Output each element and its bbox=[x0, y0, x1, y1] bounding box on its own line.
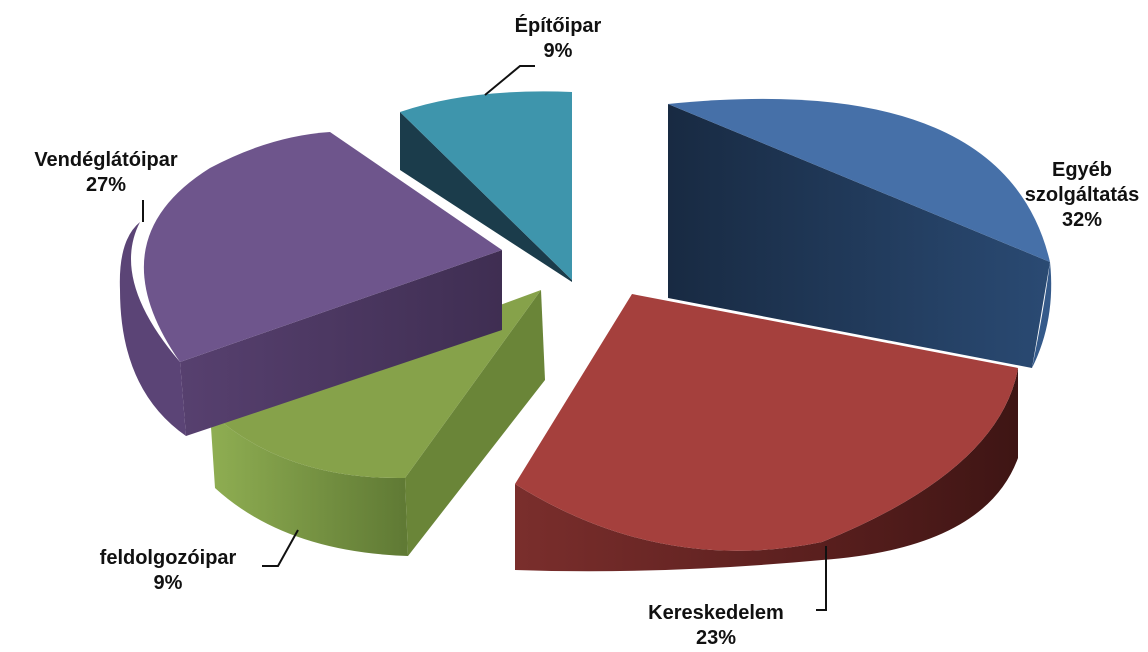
slice-kereskedelem-label: Kereskedelem 23% bbox=[606, 601, 826, 651]
slice-feldolgozoipar-label: feldolgozóipar 9% bbox=[58, 546, 278, 596]
slice-epitoipar-value: 9% bbox=[543, 40, 573, 62]
slice-epitoipar-side bbox=[400, 112, 572, 282]
slice-epitoipar-label: Építőipar 9% bbox=[448, 14, 668, 64]
slice-egyeb-szolgaltatas-side bbox=[668, 104, 1050, 368]
slice-epitoipar-leader-line bbox=[484, 65, 535, 96]
slice-kereskedelem-label-text: Kereskedelem bbox=[648, 602, 784, 624]
slice-egyeb-szolgaltatas bbox=[668, 98, 1052, 368]
slice-egyeb-szolgaltatas-label: Egyéb szolgáltatás 32% bbox=[972, 158, 1148, 233]
slice-feldolgozoipar-leader-line bbox=[262, 529, 299, 567]
slice-egyeb-szolgaltatas-rim bbox=[1032, 262, 1052, 368]
slice-epitoipar bbox=[400, 91, 572, 282]
slice-vendeglatoipar bbox=[119, 132, 502, 436]
slice-vendeglatoipar-side-2 bbox=[119, 222, 186, 436]
slice-kereskedelem-leader-line bbox=[816, 546, 827, 611]
slice-egyeb-szolgaltatas-label-text: Egyéb bbox=[1051, 159, 1113, 181]
slice-kereskedelem-side bbox=[515, 368, 1018, 572]
slice-vendeglatoipar-label: Vendéglátóipar 27% bbox=[0, 148, 216, 198]
slice-kereskedelem bbox=[515, 294, 1018, 572]
slice-egyeb-szolgaltatas-top bbox=[668, 98, 1050, 262]
slice-feldolgozoipar-value: 9% bbox=[153, 572, 183, 594]
slice-kereskedelem-top bbox=[515, 294, 1018, 551]
slice-feldolgozoipar-side bbox=[210, 412, 408, 556]
slice-egyeb-szolgaltatas-label-text: szolgáltatás bbox=[1024, 184, 1140, 206]
slice-egyeb-szolgaltatas-value: 32% bbox=[1061, 209, 1103, 231]
slice-feldolgozoipar-side-2 bbox=[405, 290, 545, 556]
slice-vendeglatoipar-top bbox=[143, 132, 502, 362]
slice-epitoipar-label-text: Építőipar bbox=[514, 15, 602, 37]
slice-kereskedelem-value: 23% bbox=[695, 627, 737, 649]
slice-feldolgozoipar-label-text: feldolgozóipar bbox=[99, 547, 237, 569]
slice-epitoipar-top bbox=[400, 91, 572, 280]
slice-vendeglatoipar-value: 27% bbox=[85, 174, 127, 196]
slice-vendeglatoipar-side bbox=[180, 250, 502, 436]
slice-vendeglatoipar-label-text: Vendéglátóipar bbox=[34, 149, 178, 171]
